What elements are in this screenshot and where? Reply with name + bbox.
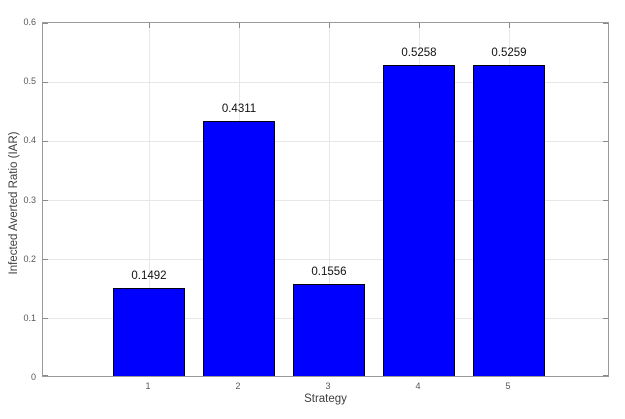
x-tick-label: 3	[325, 381, 331, 391]
y-tick-label: 0.5	[23, 76, 36, 87]
y-tick-right	[603, 81, 608, 83]
y-gridline	[43, 81, 608, 83]
y-tick-left	[43, 23, 48, 24]
x-tick-top	[418, 23, 420, 28]
x-tick-label: 4	[415, 381, 421, 391]
x-gridline	[328, 23, 330, 376]
y-tick-label: 0.1	[23, 312, 36, 323]
y-gridline	[43, 259, 608, 261]
y-gridline	[43, 200, 608, 201]
y-tick-right	[603, 318, 608, 320]
y-tick-right	[603, 259, 608, 261]
y-tick-left	[43, 200, 48, 201]
y-tick-right	[603, 140, 608, 142]
x-tick-top	[328, 23, 330, 28]
y-tick-label: 0.2	[23, 253, 36, 264]
plot-area: 0.1492 0.4311 0.1556 0.5258 0.5259	[42, 22, 609, 377]
y-tick-left	[43, 318, 48, 320]
y-tick-left	[43, 259, 48, 261]
bar-value-label: 0.5258	[401, 47, 437, 59]
bar-strategy-4	[383, 65, 455, 376]
y-tick-label: 0.3	[23, 194, 36, 205]
y-tick-label: 0.6	[23, 17, 36, 27]
x-tick-top	[148, 23, 150, 28]
bar-strategy-2	[203, 121, 275, 376]
y-tick-right	[603, 23, 608, 24]
bar-strategy-1	[113, 288, 185, 376]
y-tick-label: 0	[30, 372, 36, 382]
x-tick-top	[238, 23, 240, 28]
y-tick-right	[603, 200, 608, 201]
bar-value-label: 0.5259	[491, 47, 527, 59]
y-gridline	[43, 140, 608, 142]
x-tick-label: 5	[505, 381, 511, 391]
y-tick-left	[43, 140, 48, 142]
bar-strategy-5	[473, 65, 545, 376]
y-tick-right	[603, 375, 608, 376]
x-tick-label: 2	[235, 381, 241, 391]
x-tick-label: 1	[145, 381, 151, 391]
bar-strategy-3	[293, 284, 365, 376]
x-tick-top	[508, 23, 510, 28]
bar-value-label: 0.1492	[131, 270, 167, 282]
bar-value-label: 0.1556	[311, 266, 347, 278]
y-tick-left	[43, 375, 48, 376]
x-gridline	[148, 23, 150, 376]
y-tick-left	[43, 81, 48, 83]
bar-value-label: 0.4311	[221, 103, 257, 115]
x-axis-label: Strategy	[304, 393, 347, 405]
y-tick-label: 0.4	[23, 135, 36, 146]
